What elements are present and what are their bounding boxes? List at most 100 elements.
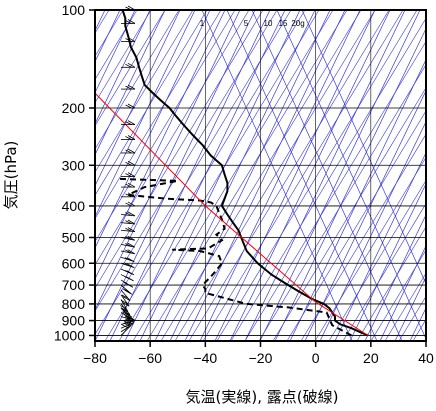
x-tick-label: 40 — [418, 350, 434, 366]
adiabat-line — [95, 10, 152, 104]
isotherm-line — [95, 10, 196, 218]
y-tick-label: 700 — [62, 277, 86, 293]
x-tick-label: −80 — [83, 350, 107, 366]
isobar-lines — [95, 10, 426, 341]
adiabat-line — [188, 10, 390, 341]
isotherm-line — [244, 10, 406, 341]
wind-barb — [120, 211, 136, 217]
adiabat-line — [95, 10, 236, 243]
x-tick-label: −20 — [249, 350, 273, 366]
wind-barb — [120, 284, 132, 295]
mixing-ratio-line — [251, 10, 403, 341]
y-tick-label: 400 — [62, 198, 86, 214]
adiabat-line — [95, 10, 264, 289]
isotherm-line — [259, 10, 421, 341]
isotherm-line — [95, 10, 181, 187]
isotherm-line — [139, 10, 301, 341]
adiabat-line — [216, 10, 418, 341]
adiabat-line — [202, 10, 404, 341]
isotherm-line — [349, 182, 426, 341]
temperature-line — [121, 10, 369, 337]
adiabat-line — [95, 10, 222, 220]
x-axis: −80 −60 −40 −20 0 20 40 — [83, 341, 434, 366]
wind-barb — [121, 84, 136, 90]
wind-barb — [120, 242, 135, 248]
wind-barb — [120, 256, 135, 263]
mixing-ratio-line — [301, 10, 426, 285]
wind-barb — [121, 192, 136, 198]
adiabat-line — [427, 10, 436, 341]
mixing-ratio-labels: 1 5 10 15 20g — [200, 19, 305, 28]
adiabat-line — [95, 10, 180, 150]
x-tick-label: −60 — [138, 350, 162, 366]
isotherm-line — [95, 10, 136, 94]
wind-barb — [120, 289, 131, 301]
wind-barb — [121, 120, 136, 126]
adiabat-line — [314, 156, 426, 341]
adiabat-line — [258, 64, 426, 341]
y-tick-label: 600 — [62, 255, 86, 271]
adiabat-line — [95, 10, 292, 335]
isotherm-line — [229, 10, 391, 341]
mixing-ratio-label: 15 — [279, 19, 288, 28]
adiabat-line — [230, 17, 426, 341]
y-tick-label: 500 — [62, 229, 86, 245]
y-tick-label: 1000 — [54, 327, 85, 343]
isotherm-line — [199, 10, 361, 341]
isotherm-line — [394, 276, 426, 341]
adiabat-line — [174, 10, 376, 341]
isotherm-line — [334, 151, 426, 341]
adiabat-line — [118, 10, 320, 341]
adiabat-line — [356, 226, 426, 341]
wind-barb — [121, 172, 136, 177]
y-tick-label: 800 — [62, 296, 86, 312]
isotherm-line — [109, 10, 271, 341]
isotherm-line — [95, 10, 226, 280]
mixing-ratio-label: 10 — [264, 19, 273, 28]
dewpoint-line — [117, 177, 352, 337]
x-tick-label: 20 — [363, 350, 379, 366]
wind-barb — [120, 274, 134, 282]
adiabat-line — [95, 10, 278, 312]
wind-barb — [121, 182, 136, 188]
reference-line — [95, 92, 369, 336]
mixing-ratio-label: 20g — [291, 19, 304, 28]
adiabat-line — [160, 10, 362, 341]
wind-barb — [120, 262, 135, 269]
adiabat-line — [95, 10, 208, 196]
wind-barb — [120, 268, 134, 276]
wind-barb — [120, 312, 134, 320]
adiabat-line — [146, 10, 348, 341]
adiabat-line — [412, 318, 426, 341]
adiabat-line — [342, 203, 426, 341]
isotherm-line — [364, 214, 426, 341]
wind-barb — [120, 294, 130, 307]
y-tick-label: 900 — [62, 313, 86, 329]
series-layer — [95, 10, 369, 337]
isotherm-line — [95, 10, 151, 125]
isotherm-line — [214, 10, 376, 341]
mixing-ratio-line — [276, 10, 426, 340]
x-tick-label: −40 — [193, 350, 217, 366]
wind-barb — [120, 235, 135, 241]
x-axis-label: 気温(実線), 露点(破線) — [186, 388, 339, 406]
wind-barb — [121, 148, 136, 154]
adiabat-line — [104, 10, 306, 341]
adiabat-line — [328, 179, 426, 341]
isotherm-line — [319, 120, 426, 341]
adiabat-line — [132, 10, 334, 341]
wind-barb — [120, 303, 131, 316]
isotherm-line — [95, 10, 241, 311]
y-tick-label: 300 — [62, 157, 86, 173]
isotherm-line — [169, 10, 331, 341]
wind-barbs — [120, 5, 136, 336]
mixing-ratio-line — [226, 10, 378, 341]
isotherm-line — [409, 307, 426, 341]
wind-barb — [121, 201, 136, 207]
adiabat-line — [300, 133, 426, 341]
isotherm-line — [154, 10, 316, 341]
wind-barb — [121, 62, 136, 68]
adiabat-line — [95, 10, 138, 81]
